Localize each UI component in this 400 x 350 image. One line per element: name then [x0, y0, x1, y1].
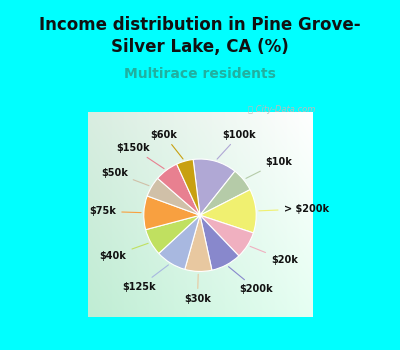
Text: $10k: $10k: [246, 157, 292, 178]
Text: $125k: $125k: [123, 265, 168, 292]
Text: $40k: $40k: [100, 243, 148, 261]
Wedge shape: [200, 190, 256, 233]
Wedge shape: [144, 196, 200, 230]
Wedge shape: [200, 215, 253, 256]
Text: > $200k: > $200k: [259, 204, 329, 214]
Wedge shape: [193, 159, 235, 215]
Text: $100k: $100k: [217, 130, 256, 159]
Text: $30k: $30k: [184, 274, 211, 304]
Wedge shape: [185, 215, 212, 272]
Text: $20k: $20k: [250, 246, 298, 265]
Text: Multirace residents: Multirace residents: [124, 66, 276, 80]
Text: $50k: $50k: [101, 168, 149, 186]
Text: Income distribution in Pine Grove-
Silver Lake, CA (%): Income distribution in Pine Grove- Silve…: [39, 16, 361, 56]
Wedge shape: [147, 178, 200, 215]
Wedge shape: [158, 164, 200, 215]
Wedge shape: [146, 215, 200, 253]
Text: $200k: $200k: [228, 267, 273, 294]
Wedge shape: [200, 171, 250, 215]
Text: ⓘ City-Data.com: ⓘ City-Data.com: [248, 105, 315, 114]
Text: $150k: $150k: [116, 143, 164, 169]
Text: $75k: $75k: [90, 206, 141, 216]
Wedge shape: [159, 215, 200, 270]
Wedge shape: [177, 160, 200, 215]
Text: $60k: $60k: [150, 130, 183, 159]
Wedge shape: [200, 215, 239, 270]
